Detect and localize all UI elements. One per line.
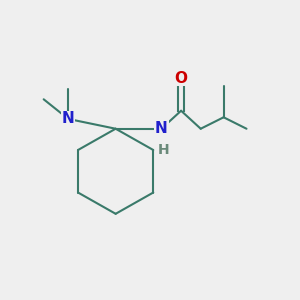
- Text: H: H: [157, 143, 169, 157]
- Text: N: N: [155, 121, 168, 136]
- Text: N: N: [62, 111, 75, 126]
- Text: O: O: [175, 70, 188, 86]
